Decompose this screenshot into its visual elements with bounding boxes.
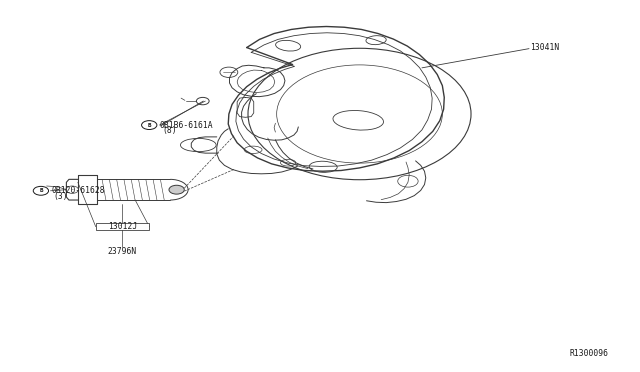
Text: R1300096: R1300096 — [569, 350, 608, 359]
Text: (3): (3) — [54, 192, 68, 201]
FancyBboxPatch shape — [96, 223, 149, 230]
Ellipse shape — [169, 185, 184, 194]
Text: 13041N: 13041N — [531, 43, 559, 52]
Text: (8): (8) — [162, 126, 177, 135]
Text: B: B — [147, 123, 151, 128]
Text: B: B — [39, 188, 43, 193]
Text: 13012J: 13012J — [108, 222, 137, 231]
Text: 0B120-61628: 0B120-61628 — [51, 186, 105, 195]
Text: 0B1B6-6161A: 0B1B6-6161A — [159, 121, 213, 129]
Text: 23796N: 23796N — [108, 247, 137, 256]
